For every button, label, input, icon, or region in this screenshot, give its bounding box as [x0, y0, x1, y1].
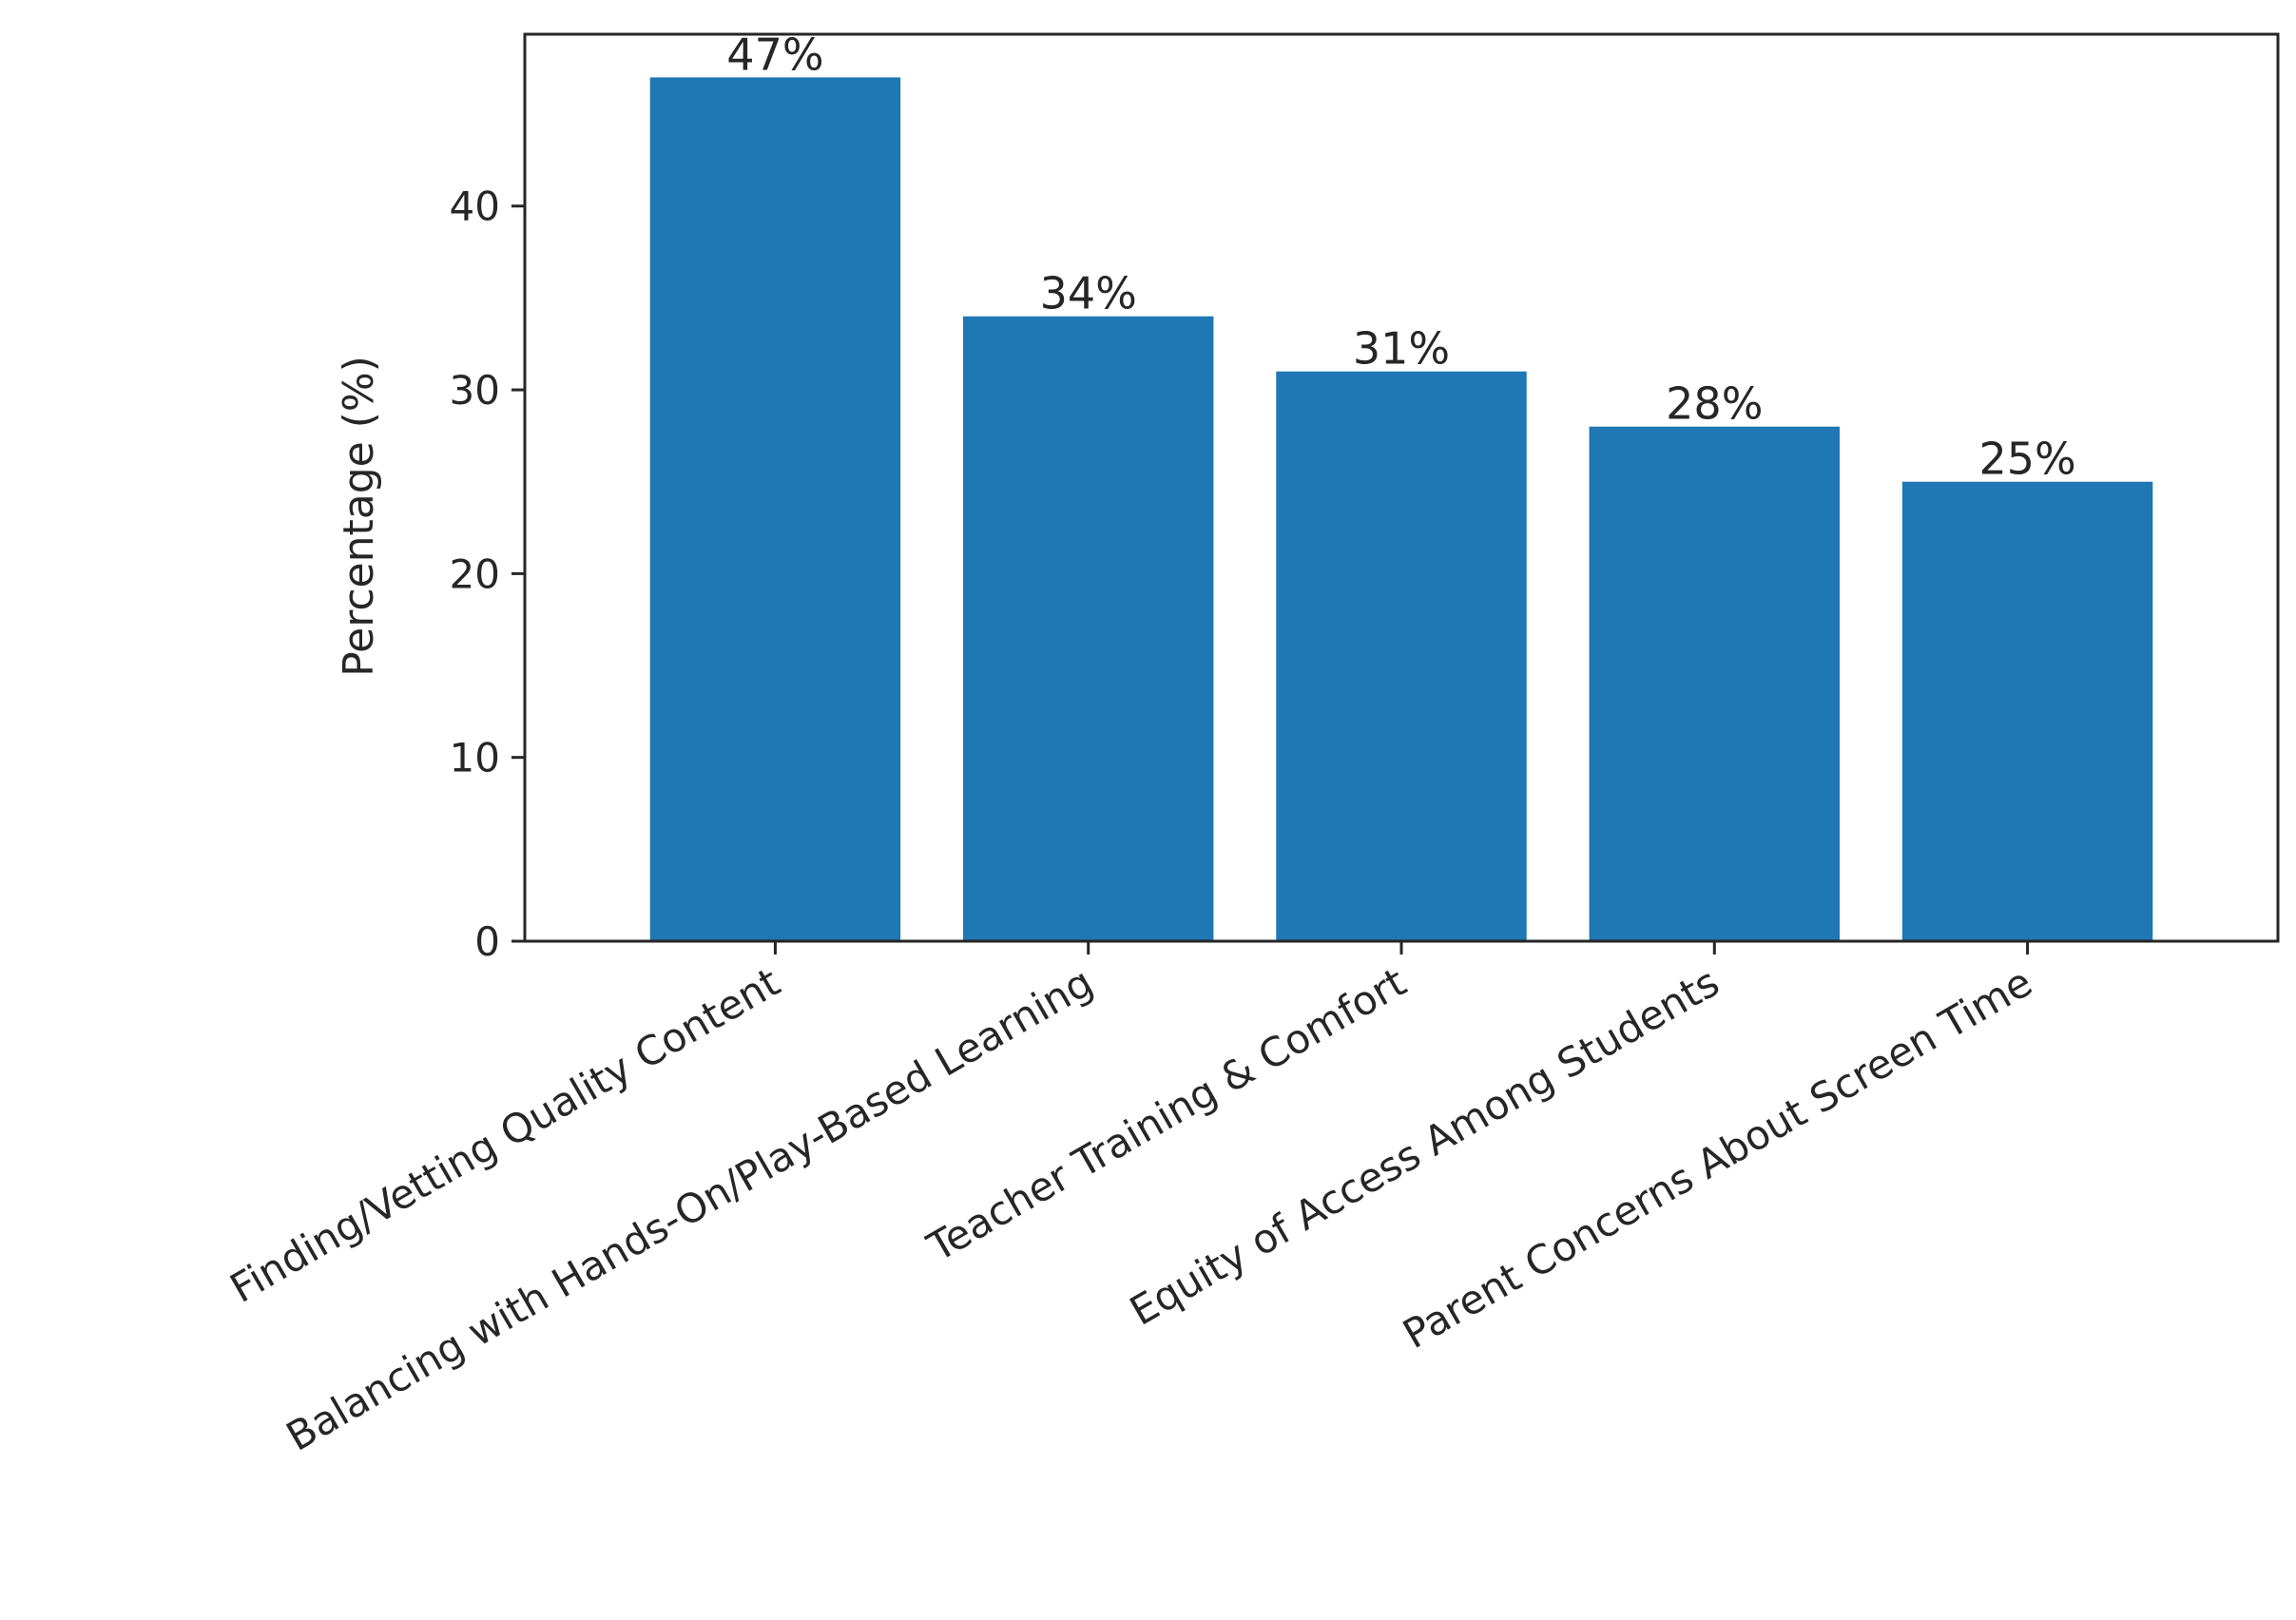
- y-tick-label: 0: [474, 918, 500, 965]
- bars-layer: [649, 77, 2153, 942]
- bar-1: [649, 77, 901, 941]
- bar-2: [963, 316, 1214, 941]
- x-tick-label: Parent Concerns About Screen Time: [1395, 958, 2039, 1358]
- data-label-4: 28%: [1666, 378, 1763, 430]
- bar-4: [1589, 426, 1840, 942]
- data-labels: 47% 34% 31% 28% 25%: [726, 29, 2075, 484]
- y-tick-label: 10: [450, 735, 500, 781]
- data-label-2: 34%: [1040, 268, 1137, 319]
- data-label-1: 47%: [726, 29, 823, 80]
- y-tick-label: 30: [450, 367, 500, 414]
- bar-5: [1901, 481, 2153, 941]
- y-tick-label: 40: [450, 183, 500, 230]
- x-tick-label: Finding/Vetting Quality Content: [222, 958, 787, 1312]
- y-axis: 0 10 20 30 40: [450, 183, 525, 965]
- y-tick-label: 20: [450, 550, 500, 597]
- x-tick-label: Equity of Access Among Students: [1122, 958, 1727, 1335]
- data-label-5: 25%: [1978, 434, 2075, 485]
- bar-3: [1276, 371, 1527, 941]
- x-tick-label: Teacher Training & Comfort: [919, 958, 1414, 1271]
- x-axis: Finding/Vetting Quality ContentBalancing…: [222, 941, 2040, 1460]
- y-axis-label: Percentage (%): [335, 356, 383, 677]
- data-label-3: 31%: [1353, 323, 1450, 375]
